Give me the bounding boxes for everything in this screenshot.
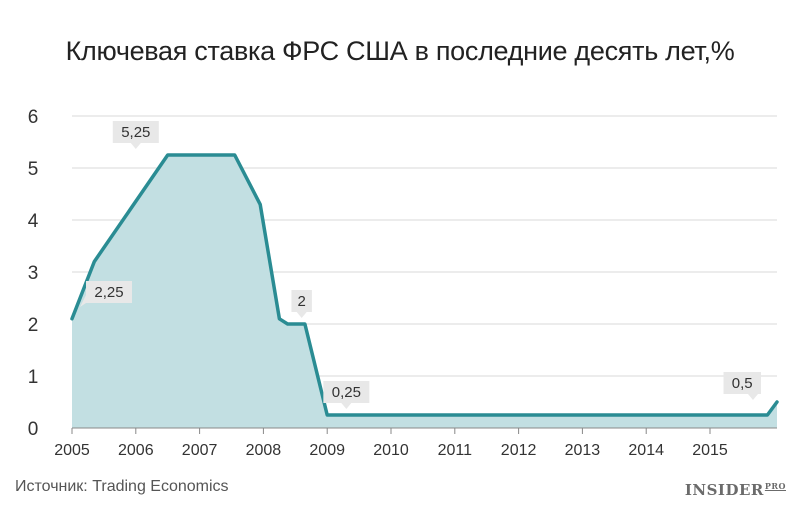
y-tick-label: 2 (28, 315, 39, 336)
x-tick-label: 2009 (309, 442, 345, 459)
x-tick-label: 2008 (246, 442, 282, 459)
x-tick-label: 2012 (501, 442, 537, 459)
y-tick-label: 5 (28, 159, 39, 180)
x-tick-label: 2010 (373, 442, 409, 459)
data-label: 0,5 (723, 372, 761, 400)
data-label: 2 (291, 290, 312, 318)
data-label-box (723, 372, 761, 394)
data-label-box (323, 381, 370, 403)
data-label-box (86, 281, 132, 303)
rate-area-fill (72, 155, 777, 428)
data-label-pointer (341, 403, 352, 409)
y-tick-label: 4 (28, 211, 39, 232)
data-label-text: 5,25 (121, 124, 150, 141)
x-tick-label: 2005 (54, 442, 90, 459)
data-label-box (112, 121, 159, 143)
y-axis-ticks: 0 1 2 3 4 5 6 (28, 107, 39, 440)
y-tick-label: 1 (28, 367, 39, 388)
logo-pro: PRO (764, 481, 786, 491)
insider-pro-logo: INSIDERPRO (685, 481, 786, 499)
data-label-box (291, 290, 312, 312)
rate-line (70, 153, 779, 417)
logo-text: INSIDER (684, 481, 764, 499)
x-tick-label: 2014 (628, 442, 664, 459)
x-tick-label: 2006 (118, 442, 154, 459)
source-note: Источник: Trading Economics (15, 478, 229, 495)
data-label-pointer (80, 295, 86, 307)
chart-title: Ключевая ставка ФРС США в последние деся… (65, 36, 735, 66)
data-label-pointer (747, 394, 758, 400)
data-label-text: 2,25 (94, 284, 123, 301)
data-label-pointer (296, 312, 307, 318)
data-label-text: 0,25 (332, 384, 361, 401)
y-tick-label: 0 (28, 419, 39, 440)
data-label-pointer (130, 143, 141, 149)
x-tick-label: 2015 (692, 442, 728, 459)
x-tick-label: 2007 (182, 442, 218, 459)
data-label: 5,25 (112, 121, 159, 149)
y-tick-label: 3 (28, 263, 39, 284)
x-axis-ticks: 2005 2006 2007 2008 2009 2010 2011 2012 2013 2014… (54, 427, 777, 459)
data-label: 2,25 (80, 281, 132, 307)
y-tick-label: 6 (28, 107, 39, 128)
x-tick-label: 2013 (565, 442, 601, 459)
data-label: 0,25 (323, 381, 370, 409)
x-tick-label: 2011 (438, 442, 473, 459)
data-label-text: 2 (298, 293, 306, 310)
data-labels: 2,25 5,25 2 0,25 0,5 (80, 121, 761, 409)
data-label-text: 0,5 (732, 375, 753, 392)
